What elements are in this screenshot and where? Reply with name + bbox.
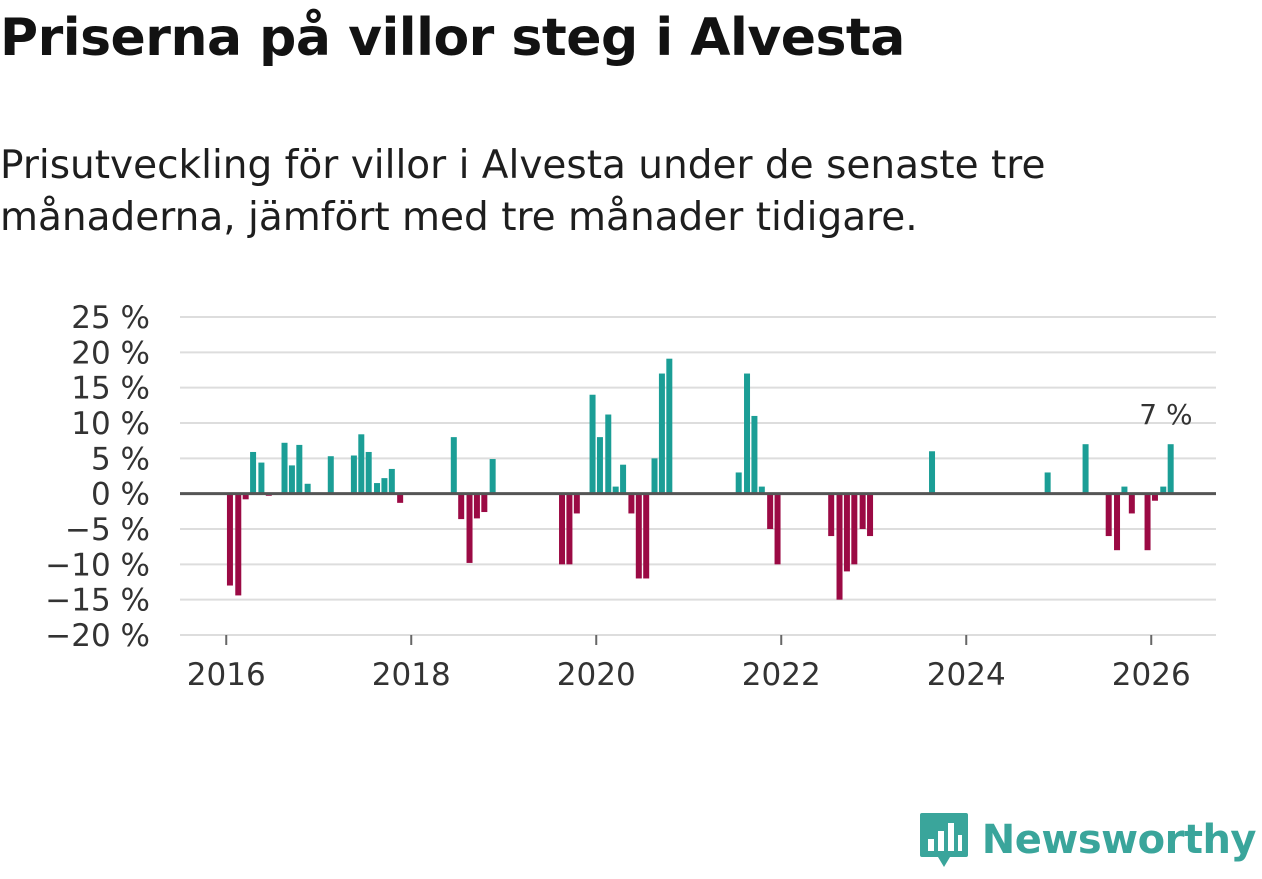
bar-negative [843, 493, 850, 572]
bar-negative [458, 493, 465, 520]
bar-negative [1105, 493, 1112, 537]
bar-positive [296, 444, 303, 494]
y-tick-label: 0 % [91, 477, 150, 513]
bar-negative [836, 493, 843, 600]
bar-positive [450, 437, 457, 494]
bar-negative [859, 493, 866, 529]
bar-negative [481, 493, 488, 513]
bar-positive [666, 358, 673, 494]
bar-negative [473, 493, 480, 519]
bar-positive [589, 394, 596, 494]
bar-negative [235, 493, 242, 596]
bar-negative [867, 493, 874, 537]
bar-positive [358, 434, 365, 494]
bar-positive [612, 486, 619, 494]
bar-negative [828, 493, 835, 537]
chart-subtitle: Prisutveckling för villor i Alvesta unde… [0, 143, 1046, 240]
x-axis-ticks: 2016 2018 2020 2022 2024 2026 [187, 635, 1191, 693]
bar-positive [388, 468, 395, 494]
y-tick-label: 10 % [71, 406, 150, 442]
bar-negative [242, 493, 249, 500]
bar-positive [620, 464, 627, 494]
x-tick-label: 2016 [187, 657, 266, 693]
brand-logo[interactable]: Newsworthy [918, 811, 1257, 869]
bar-negative [1128, 493, 1135, 514]
y-axis-ticks: 25 %20 %15 %10 %5 %0 %−5 %−10 %−15 %−20 … [45, 300, 150, 654]
bar-positive [304, 483, 311, 494]
bar-positive [489, 459, 496, 494]
y-tick-label: −5 % [65, 512, 150, 548]
bar-negative [466, 493, 473, 563]
x-tick-label: 2026 [1112, 657, 1191, 693]
bar-positive [258, 462, 265, 494]
chart-title: Priserna på villor steg i Alvesta [0, 8, 905, 68]
bar-negative [1114, 493, 1121, 551]
x-tick-label: 2024 [927, 657, 1006, 693]
bar-positive [327, 456, 334, 494]
y-tick-label: 15 % [71, 371, 150, 407]
bar-positive [929, 451, 936, 494]
y-tick-label: 5 % [91, 441, 150, 477]
bar-positive [744, 373, 751, 494]
y-tick-label: −15 % [45, 583, 150, 619]
bar-positive [1082, 444, 1089, 494]
bar-negative [628, 493, 635, 514]
bar-negative [1151, 493, 1158, 501]
x-tick-label: 2018 [372, 657, 451, 693]
brand-name: Newsworthy [981, 817, 1257, 863]
bar-negative [573, 493, 580, 514]
bar-positive [1160, 486, 1167, 494]
y-tick-label: −10 % [45, 547, 150, 583]
bar-positive [250, 451, 257, 494]
bar-negative [635, 493, 642, 579]
latest-value-label: 7 % [1139, 398, 1192, 431]
bar-negative [226, 493, 233, 586]
bar-negative [767, 493, 774, 529]
bar-negative [397, 493, 404, 503]
bar-positive [374, 483, 381, 494]
y-tick-label: 20 % [71, 335, 150, 371]
bar-positive [1044, 472, 1051, 494]
bar-positive [1167, 444, 1174, 494]
bar-negative [643, 493, 650, 579]
bar-positive [350, 455, 357, 494]
bar-positive [605, 414, 612, 494]
bar-positive [758, 486, 765, 494]
bar-negative [1144, 493, 1151, 551]
bars [226, 358, 1174, 600]
bar-positive [281, 442, 288, 494]
bar-positive [735, 472, 742, 494]
bar-negative [851, 493, 858, 565]
gridlines [180, 316, 1216, 636]
bar-positive [658, 373, 665, 494]
bar-positive [651, 458, 658, 494]
y-tick-label: 25 % [71, 300, 150, 336]
x-tick-label: 2020 [557, 657, 636, 693]
bar-positive [365, 451, 372, 494]
y-tick-label: −20 % [45, 618, 150, 654]
bar-negative [559, 493, 566, 565]
bar-positive [1121, 486, 1128, 494]
bar-positive [751, 415, 758, 494]
bar-positive [288, 465, 295, 494]
x-tick-label: 2022 [742, 657, 821, 693]
bar-negative [774, 493, 781, 565]
bar-positive [596, 437, 603, 494]
newsworthy-logo-icon [919, 813, 968, 867]
bar-chart: 25 %20 %15 %10 %5 %0 %−5 %−10 %−15 %−20 … [45, 300, 1216, 693]
bar-negative [566, 493, 573, 565]
bar-positive [381, 478, 388, 494]
